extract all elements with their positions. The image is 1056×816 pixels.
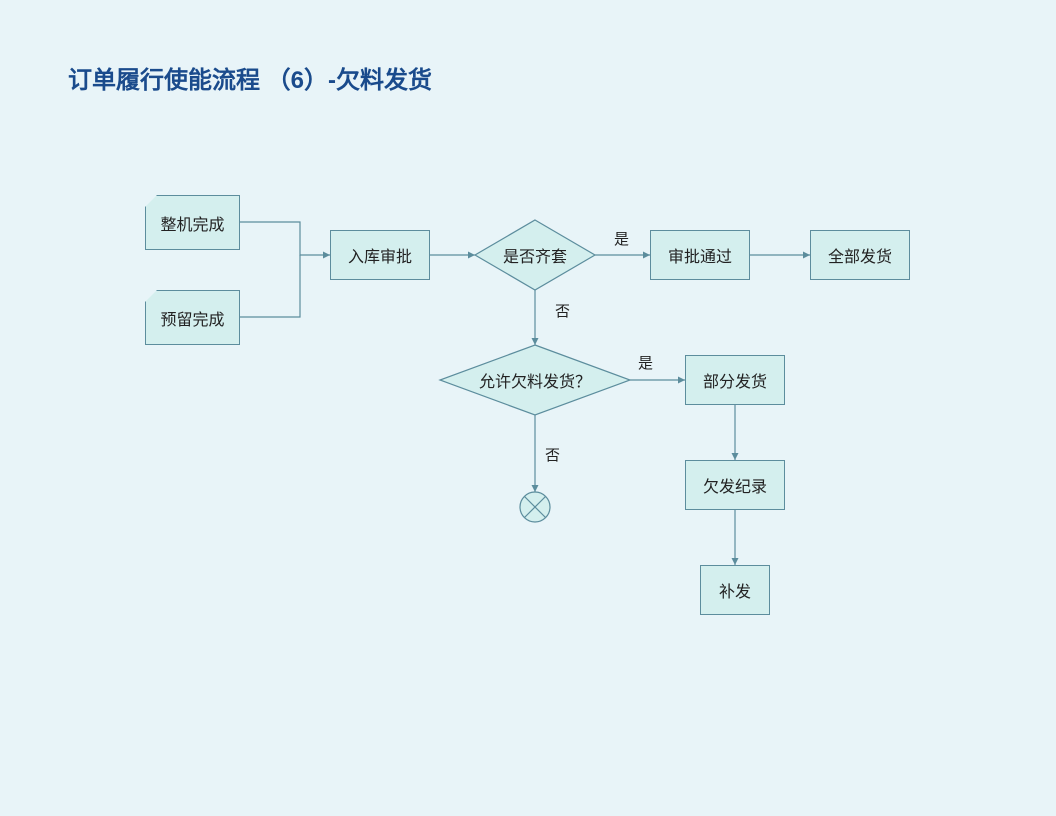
edge-label: 是 xyxy=(638,352,653,373)
flowchart-canvas: 订单履行使能流程 （6）-欠料发货 整机完成预留完成入库审批是否齐套审批通过全部… xyxy=(0,0,1056,816)
document-machine_done: 整机完成 xyxy=(145,195,240,250)
edge xyxy=(240,255,300,317)
edge-label: 否 xyxy=(545,444,560,465)
process-resend: 补发 xyxy=(700,565,770,615)
edge xyxy=(240,222,330,255)
process-ship_all: 全部发货 xyxy=(810,230,910,280)
process-stock_approve: 入库审批 xyxy=(330,230,430,280)
edge-label: 否 xyxy=(555,300,570,321)
decision-label-complete_set: 是否齐套 xyxy=(475,220,595,290)
edge-label: 是 xyxy=(614,228,629,249)
decision-label-allow_short: 允许欠料发货？ xyxy=(440,345,630,415)
document-reserve_done: 预留完成 xyxy=(145,290,240,345)
process-approve_pass: 审批通过 xyxy=(650,230,750,280)
process-ship_partial: 部分发货 xyxy=(685,355,785,405)
process-short_record: 欠发纪录 xyxy=(685,460,785,510)
